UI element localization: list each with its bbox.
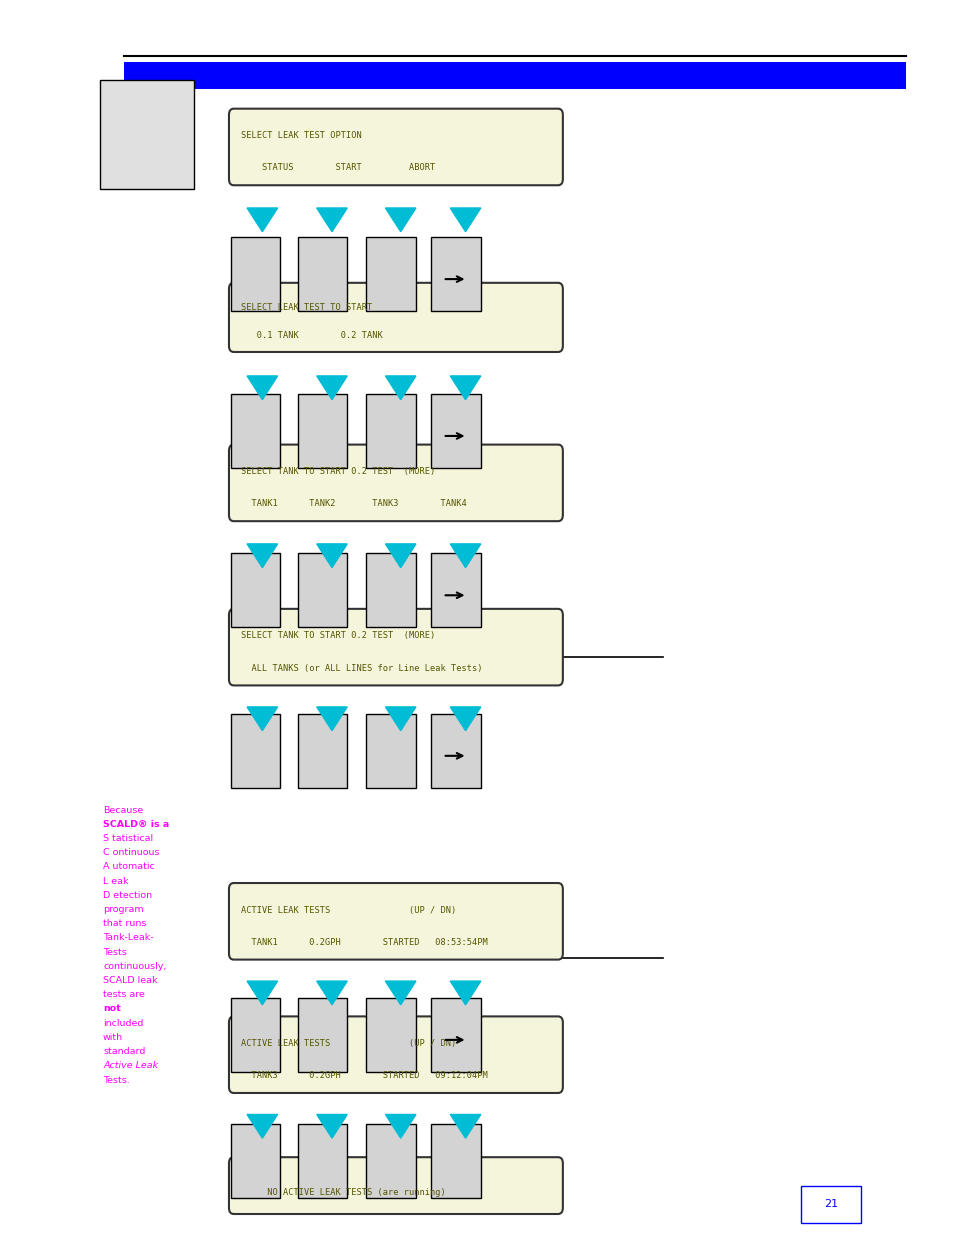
Text: ACTIVE LEAK TESTS               (UP / DN): ACTIVE LEAK TESTS (UP / DN) [241,1039,456,1049]
Text: not: not [103,1004,121,1014]
Text: ACTIVE LEAK TESTS               (UP / DN): ACTIVE LEAK TESTS (UP / DN) [241,905,456,915]
Text: ALL TANKS (or ALL LINES for Line Leak Tests): ALL TANKS (or ALL LINES for Line Leak Te… [241,663,482,673]
FancyBboxPatch shape [229,883,562,960]
Polygon shape [316,1114,347,1139]
FancyBboxPatch shape [366,998,416,1072]
Text: NO ACTIVE LEAK TESTS (are running): NO ACTIVE LEAK TESTS (are running) [241,1188,446,1197]
Polygon shape [385,706,416,731]
FancyBboxPatch shape [229,283,562,352]
FancyBboxPatch shape [297,998,347,1072]
FancyBboxPatch shape [124,62,905,89]
Text: D etection: D etection [103,890,152,900]
Text: Active Leak: Active Leak [103,1061,158,1071]
Polygon shape [247,543,277,568]
Text: standard: standard [103,1047,145,1056]
Polygon shape [316,375,347,400]
Text: that runs: that runs [103,919,146,929]
FancyBboxPatch shape [229,109,562,185]
Text: SELECT TANK TO START 0.2 TEST  (MORE): SELECT TANK TO START 0.2 TEST (MORE) [241,467,436,477]
Text: Tank-Leak-: Tank-Leak- [103,934,153,942]
FancyBboxPatch shape [297,714,347,788]
Polygon shape [450,543,480,568]
Polygon shape [247,981,277,1005]
Text: tests are: tests are [103,990,145,999]
FancyBboxPatch shape [229,609,562,685]
FancyBboxPatch shape [231,394,280,468]
FancyBboxPatch shape [431,714,480,788]
Text: continuously,: continuously, [103,962,166,971]
Polygon shape [450,706,480,731]
Text: Tests.: Tests. [103,1076,130,1084]
Text: program: program [103,905,144,914]
FancyBboxPatch shape [297,553,347,627]
Polygon shape [385,375,416,400]
Polygon shape [316,706,347,731]
Polygon shape [316,207,347,232]
Text: TANK3      0.2GPH        STARTED   09:12:04PM: TANK3 0.2GPH STARTED 09:12:04PM [241,1071,488,1081]
Text: 0.1 TANK        0.2 TANK: 0.1 TANK 0.2 TANK [241,331,383,341]
Polygon shape [450,1114,480,1139]
Text: SELECT TANK TO START 0.2 TEST  (MORE): SELECT TANK TO START 0.2 TEST (MORE) [241,631,436,641]
FancyBboxPatch shape [431,237,480,311]
FancyBboxPatch shape [229,1016,562,1093]
FancyBboxPatch shape [229,445,562,521]
FancyBboxPatch shape [297,1124,347,1198]
Polygon shape [385,1114,416,1139]
Polygon shape [385,981,416,1005]
FancyBboxPatch shape [231,553,280,627]
FancyBboxPatch shape [366,714,416,788]
Polygon shape [247,375,277,400]
Text: SELECT LEAK TEST OPTION: SELECT LEAK TEST OPTION [241,131,362,141]
FancyBboxPatch shape [431,998,480,1072]
Polygon shape [316,981,347,1005]
FancyBboxPatch shape [366,1124,416,1198]
Polygon shape [450,981,480,1005]
FancyBboxPatch shape [366,237,416,311]
Text: with: with [103,1032,123,1042]
Polygon shape [316,543,347,568]
Text: S tatistical: S tatistical [103,834,153,844]
Text: 21: 21 [823,1199,837,1209]
Polygon shape [385,207,416,232]
Text: STATUS        START         ABORT: STATUS START ABORT [241,163,436,173]
Text: L eak: L eak [103,877,129,885]
Polygon shape [247,1114,277,1139]
FancyBboxPatch shape [231,237,280,311]
Polygon shape [385,543,416,568]
Polygon shape [450,207,480,232]
Text: included: included [103,1019,143,1028]
FancyBboxPatch shape [366,394,416,468]
FancyBboxPatch shape [297,394,347,468]
Text: TANK1      0.2GPH        STARTED   08:53:54PM: TANK1 0.2GPH STARTED 08:53:54PM [241,937,488,947]
FancyBboxPatch shape [801,1186,860,1223]
FancyBboxPatch shape [297,237,347,311]
Text: TANK1      TANK2       TANK3        TANK4: TANK1 TANK2 TANK3 TANK4 [241,499,467,509]
FancyBboxPatch shape [431,394,480,468]
FancyBboxPatch shape [231,714,280,788]
FancyBboxPatch shape [229,1157,562,1214]
FancyBboxPatch shape [231,998,280,1072]
FancyBboxPatch shape [366,553,416,627]
FancyBboxPatch shape [231,1124,280,1198]
Text: Because: Because [103,805,143,815]
Text: SCALD® is a: SCALD® is a [103,820,169,829]
FancyBboxPatch shape [431,1124,480,1198]
Text: A utomatic: A utomatic [103,862,154,872]
Polygon shape [450,375,480,400]
FancyBboxPatch shape [431,553,480,627]
Polygon shape [247,207,277,232]
Text: Tests: Tests [103,947,127,957]
Text: C ontinuous: C ontinuous [103,848,159,857]
Polygon shape [247,706,277,731]
FancyBboxPatch shape [100,80,193,189]
Text: SCALD leak: SCALD leak [103,976,157,986]
Text: SELECT LEAK TEST TO START: SELECT LEAK TEST TO START [241,303,373,312]
